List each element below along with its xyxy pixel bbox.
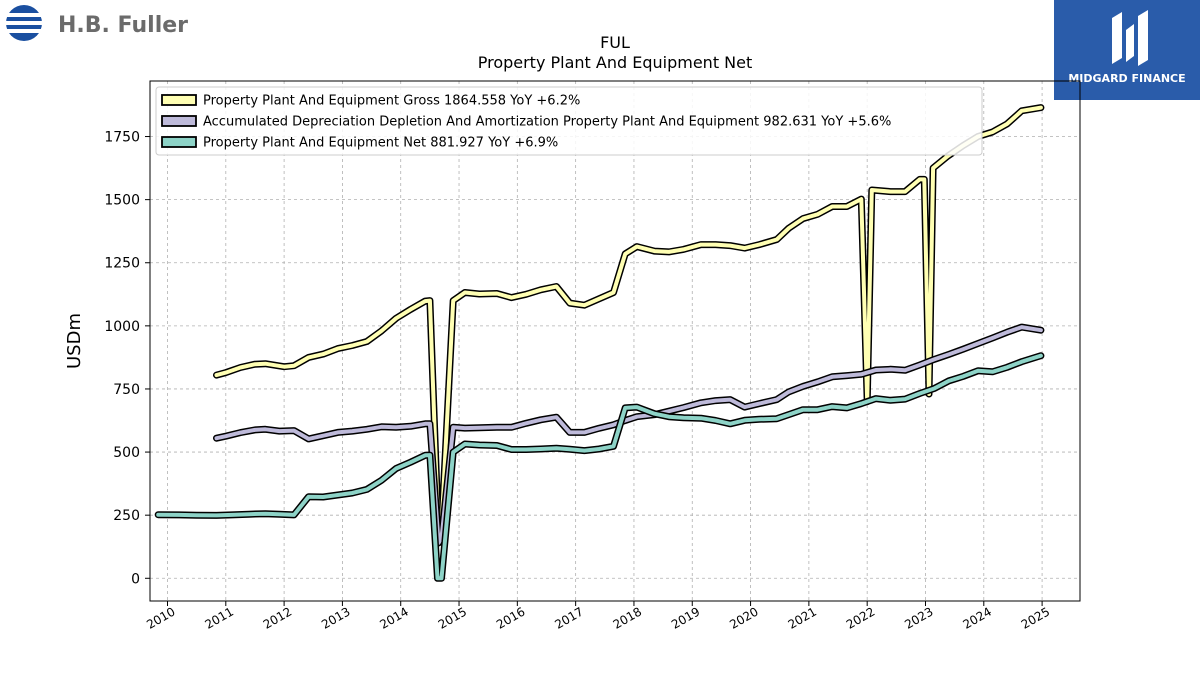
y-axis-label: USDm [64, 313, 85, 369]
series-layer [154, 104, 1045, 582]
publisher-logo: MIDGARD FINANCE [1054, 0, 1200, 100]
plot-frame [149, 80, 1081, 602]
x-axis: 2010 2011 2012 2013 2014 2015 2016 2017 2018 2019… [144, 601, 1052, 632]
legend: Property Plant And Equipment Gross 1864.… [155, 86, 983, 156]
y-tick-label: 0 [131, 571, 140, 587]
x-tick-label: 2024 [960, 604, 993, 631]
globe-icon [4, 5, 44, 41]
x-tick-label: 2023 [902, 604, 935, 631]
legend-box [155, 86, 983, 156]
x-tick-label: 2013 [319, 604, 352, 631]
legend-item: Property Plant And Equipment Net 881.927… [161, 136, 558, 151]
x-tick-label: 2012 [261, 604, 294, 631]
series-line [214, 105, 1043, 540]
company-name: H.B. Fuller [58, 13, 188, 38]
legend-item: Accumulated Depreciation Depletion And A… [161, 115, 891, 130]
legend-label: Accumulated Depreciation Depletion And A… [203, 115, 891, 130]
company-logo: H.B. Fuller [4, 4, 204, 44]
y-tick-label: 250 [113, 508, 140, 524]
chart-subtitle: Property Plant And Equipment Net [478, 53, 753, 72]
x-tick-label: 2011 [203, 604, 236, 631]
series-line [156, 353, 1043, 581]
legend-swatch [161, 94, 197, 106]
x-tick-label: 2017 [552, 604, 585, 631]
series-line [214, 325, 1043, 545]
x-tick-label: 2014 [377, 604, 410, 631]
series-line-outline [213, 323, 1045, 547]
y-tick-label: 500 [113, 445, 140, 461]
x-tick-label: 2025 [1019, 604, 1052, 631]
legend-swatch [161, 136, 197, 148]
y-axis: 0 250 500 750 1000 1250 1500 1750 [104, 130, 150, 587]
x-tick-label: 2022 [844, 604, 877, 631]
series-2 [213, 323, 1045, 547]
x-tick-label: 2018 [611, 604, 644, 631]
x-tick-label: 2020 [727, 604, 760, 631]
series-3 [154, 352, 1045, 582]
chart-title: FUL [600, 33, 630, 52]
series-1 [213, 104, 1045, 542]
midgard-mark-icon [1112, 10, 1148, 66]
legend-item: Property Plant And Equipment Gross 1864.… [161, 94, 580, 109]
x-tick-label: 2010 [144, 604, 177, 631]
y-tick-label: 750 [113, 382, 140, 398]
y-tick-label: 1500 [104, 193, 140, 209]
series-line-outline [213, 104, 1045, 542]
x-tick-label: 2016 [494, 604, 527, 631]
legend-label: Property Plant And Equipment Net 881.927… [203, 136, 558, 151]
x-tick-label: 2015 [436, 604, 469, 631]
y-tick-label: 1750 [104, 130, 140, 146]
legend-swatch [161, 115, 197, 127]
legend-label: Property Plant And Equipment Gross 1864.… [203, 94, 580, 109]
y-tick-label: 1000 [104, 319, 140, 335]
y-tick-label: 1250 [104, 256, 140, 272]
x-tick-label: 2019 [669, 604, 702, 631]
publisher-name: MIDGARD FINANCE [1068, 72, 1185, 85]
x-tick-label: 2021 [786, 604, 819, 631]
